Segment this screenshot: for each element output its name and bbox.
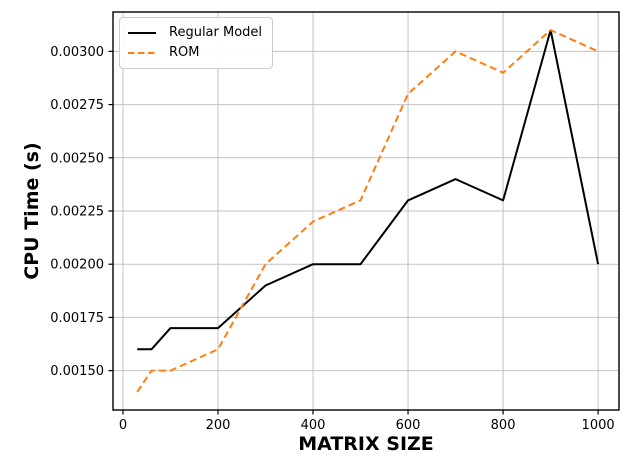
legend-line-sample-rom <box>128 51 156 54</box>
x-tick-label: 0 <box>119 418 127 433</box>
x-tick-label: 800 <box>491 418 516 433</box>
legend: Regular Model ROM <box>119 17 274 69</box>
legend-item-rom: ROM <box>128 43 262 62</box>
y-tick-label: 0.00200 <box>50 258 104 273</box>
y-tick-label: 0.00175 <box>50 311 104 326</box>
y-tick-label: 0.00250 <box>50 151 104 166</box>
y-tick-label: 0.00275 <box>50 98 104 113</box>
x-tick-label: 1000 <box>582 418 615 433</box>
x-axis-label: MATRIX SIZE <box>298 433 434 455</box>
series-line-rom <box>136 29 599 393</box>
y-tick-label: 0.00225 <box>50 205 104 220</box>
legend-line-sample-regular-model <box>128 31 156 34</box>
x-tick-label: 600 <box>396 418 421 433</box>
x-tick-label: 400 <box>301 418 326 433</box>
legend-item-regular-model: Regular Model <box>128 23 262 42</box>
y-tick-label: 0.00150 <box>50 364 104 379</box>
legend-label: Regular Model <box>169 25 263 40</box>
y-axis-label: CPU Time (s) <box>21 142 43 280</box>
y-tick-label: 0.00300 <box>50 45 104 60</box>
x-tick-label: 200 <box>206 418 231 433</box>
series-line-regular-model <box>137 29 600 351</box>
legend-label: ROM <box>169 45 200 60</box>
